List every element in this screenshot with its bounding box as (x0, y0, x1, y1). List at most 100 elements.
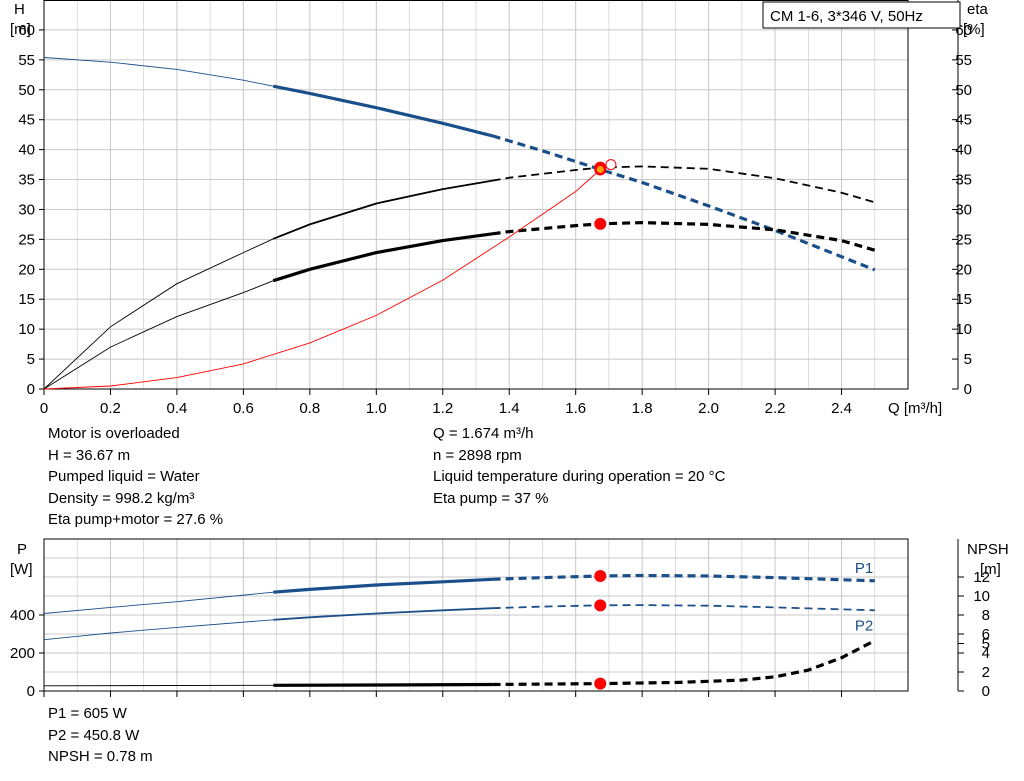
info-flow: Q = 1.674 m³/h (433, 425, 534, 442)
y-tick-left: 60 (18, 22, 35, 39)
x-tick-label: 0 (40, 400, 48, 417)
operating-point-highlight (596, 166, 604, 174)
curve-series-2-dashed (492, 220, 876, 252)
y-tick-left: 30 (18, 201, 35, 218)
y-axis-label-left-bottom: P (17, 541, 27, 558)
info-left-panel: Motor is overloaded H = 36.67 m Pumped l… (48, 423, 223, 531)
legend-box-label: CM 1-6, 3*346 V, 50Hz (770, 8, 923, 25)
y-tick-left: 10 (18, 321, 35, 338)
info-bottom-panel: P1 = 605 W P2 = 450.8 W NPSH = 0.78 m (48, 703, 153, 768)
info-speed: n = 2898 rpm (433, 446, 522, 464)
x-tick-label: 0.6 (233, 400, 254, 417)
x-tick-label: 0.2 (100, 400, 121, 417)
operating-point-marker-bottom (594, 570, 607, 583)
y-tick-left: 20 (18, 261, 35, 278)
x-tick-label: 0.4 (166, 400, 187, 417)
x-tick-label: 1.4 (499, 400, 520, 417)
y-tick-left-bottom: 200 (10, 645, 35, 662)
y-tick-left-bottom: 400 (10, 607, 35, 624)
curve-series-b1-bold (273, 607, 493, 621)
operating-point-marker-bottom (594, 599, 607, 612)
series-label-p1: P1 (855, 560, 873, 577)
curve-series-b2-dashed (492, 639, 876, 687)
y-tick-left: 35 (18, 172, 35, 189)
y-tick-right: 0 (964, 381, 972, 398)
info-eta-pump: Eta pump = 37 % (433, 489, 549, 507)
operating-point-marker (594, 217, 607, 230)
hollow-marker (605, 159, 617, 171)
y-tick-right-bottom: 0 (982, 683, 990, 700)
plot-frame (43, 0, 909, 390)
y-tick-right-bottom: 8 (982, 607, 990, 624)
y-tick-right: 25 (955, 231, 972, 248)
curve-series-b0-bold (273, 577, 493, 594)
x-tick-label: 0.8 (299, 400, 320, 417)
y-axis-unit-left-bottom: [W] (10, 561, 33, 578)
info-motor-status: Motor is overloaded (48, 425, 180, 442)
x-tick-label: 1.8 (632, 400, 653, 417)
info-npsh: NPSH = 0.78 m (48, 748, 153, 765)
curve-series-0-thin (43, 57, 274, 87)
curve-series-b1-dashed (492, 604, 875, 612)
info-temperature: Liquid temperature during operation = 20… (433, 468, 726, 485)
y-tick-right-bottom: 5 (982, 636, 990, 653)
curve-series-b0-thin (43, 591, 274, 614)
curve-series-b1-thin (43, 619, 274, 641)
y-tick-left: 40 (18, 142, 35, 159)
info-right-panel: Q = 1.674 m³/h n = 2898 rpm Liquid tempe… (433, 423, 725, 509)
x-tick-label: 2.4 (831, 400, 852, 417)
x-tick-label: 2.2 (765, 400, 786, 417)
y-tick-right-bottom: 4 (982, 645, 990, 662)
y-tick-left: 55 (18, 52, 35, 69)
y-tick-left: 45 (18, 112, 35, 129)
y-tick-right-bottom: 12 (973, 569, 990, 586)
curve-series-1-bold (272, 179, 493, 240)
curve-series-b2-thin (43, 684, 274, 687)
curve-series-3 (43, 169, 601, 390)
curve-series-b2-bold (273, 682, 493, 687)
y-tick-right: 30 (955, 201, 972, 218)
y-tick-left: 0 (27, 381, 35, 398)
y-tick-right: 10 (955, 321, 972, 338)
curve-series-2-thin (43, 280, 274, 390)
x-tick-label: 1.0 (366, 400, 387, 417)
y-axis-label-left: H (14, 1, 25, 18)
y-axis-unit-right-bottom: [m] (980, 561, 1001, 578)
info-head: H = 36.67 m (48, 446, 131, 464)
curve-series-2-bold (272, 232, 493, 283)
y-tick-right: 5 (964, 351, 972, 368)
y-tick-right: 20 (955, 261, 972, 278)
curve-series-1-thin (43, 238, 274, 390)
y-axis-label-right-bottom: NPSH (967, 541, 1009, 558)
y-tick-right-bottom: 10 (973, 588, 990, 605)
x-axis-label: Q [m³/h] (888, 400, 942, 417)
y-axis-label-right: eta (967, 1, 989, 18)
operating-point-marker-bottom (594, 677, 607, 690)
legend-box (762, 1, 961, 29)
y-tick-left-bottom: 0 (27, 683, 35, 700)
curve-series-0-bold (272, 84, 493, 138)
info-p1: P1 = 605 W (48, 705, 127, 722)
y-axis-unit-right: [%] (963, 21, 985, 38)
y-tick-right: 50 (955, 82, 972, 99)
y-tick-left: 5 (27, 351, 35, 368)
curve-series-0-dashed (492, 134, 876, 272)
info-liquid: Pumped liquid = Water (48, 468, 200, 485)
y-tick-left: 15 (18, 291, 35, 308)
info-p2: P2 = 450.8 W (48, 726, 140, 744)
y-tick-right: 55 (955, 52, 972, 69)
info-density: Density = 998.2 kg/m³ (48, 489, 195, 507)
y-tick-right: 35 (955, 172, 972, 189)
curve-series-b0-dashed (492, 573, 875, 583)
y-tick-right: 40 (955, 142, 972, 159)
x-tick-label: 1.6 (565, 400, 586, 417)
y-axis-unit-left: [m] (10, 21, 31, 38)
info-eta-pump-motor: Eta pump+motor = 27.6 % (48, 511, 224, 528)
x-tick-label: 2.0 (698, 400, 719, 417)
series-label-p2: P2 (855, 617, 873, 634)
curve-series-1-dashed (492, 165, 876, 204)
y-tick-left: 50 (18, 82, 35, 99)
y-tick-right-bottom: 2 (982, 664, 990, 681)
y-tick-right: 15 (955, 291, 972, 308)
